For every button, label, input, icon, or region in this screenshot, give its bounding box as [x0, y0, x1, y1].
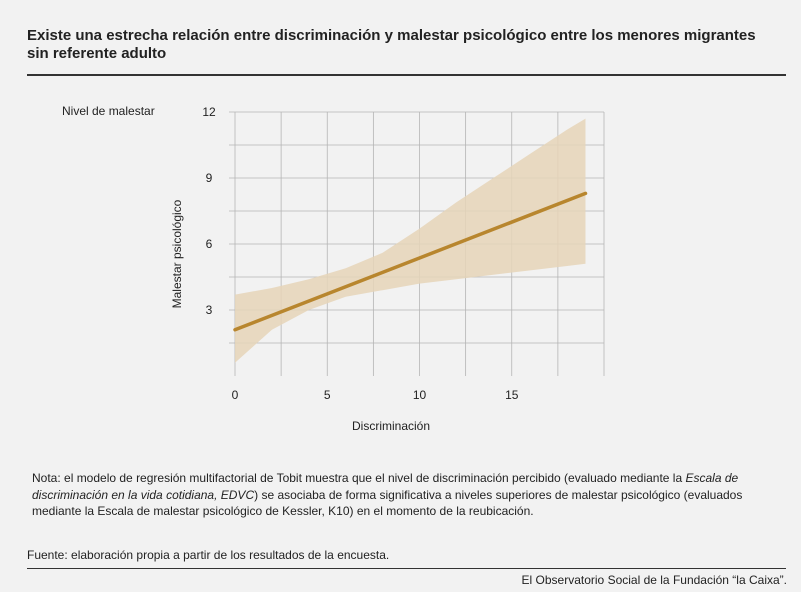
footnote-suffix: ) se asociaba de forma significativa a n… — [32, 487, 743, 519]
y-tick-label: 9 — [206, 171, 213, 185]
y-tick-label: 6 — [206, 237, 213, 251]
y-axis-top-label: Nivel de malestar — [62, 104, 155, 118]
top-rule — [27, 74, 786, 76]
bottom-rule — [27, 568, 786, 569]
y-tick-label: 12 — [202, 105, 216, 119]
x-tick-label: 5 — [324, 388, 331, 402]
x-tick-label: 15 — [505, 388, 519, 402]
credit-text: El Observatorio Social de la Fundación “… — [521, 573, 787, 587]
footnote-italic: Escala de discriminación en la vida coti… — [32, 471, 739, 502]
regression-line — [233, 191, 588, 332]
confidence-band — [235, 118, 586, 363]
x-tick-label: 0 — [232, 388, 239, 402]
footnote: Nota: el modelo de regresión multifactor… — [32, 470, 772, 520]
chart-title: Existe una estrecha relación entre discr… — [27, 27, 756, 62]
source-text: Fuente: elaboración propia a partir de l… — [27, 548, 390, 562]
x-axis-label: Discriminación — [352, 419, 430, 433]
y-tick-label: 3 — [206, 303, 213, 317]
y-axis-label: Malestar psicológico — [170, 199, 184, 308]
x-tick-label: 10 — [413, 388, 427, 402]
footnote-prefix: Nota: el modelo de regresión multifactor… — [32, 471, 686, 485]
